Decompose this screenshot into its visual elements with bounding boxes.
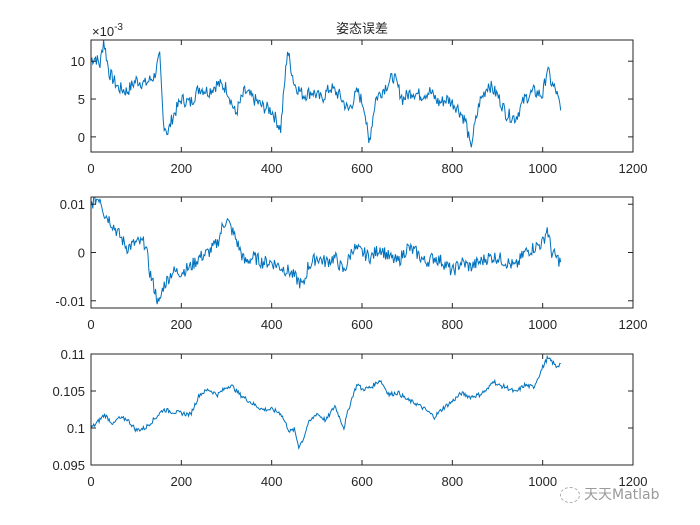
y-tick-label: 0	[78, 130, 85, 145]
subplot-1: 姿态误差 ×10-3 0 200 400 600 800 1000 1200 0 5 10	[71, 21, 648, 176]
data-line	[91, 40, 562, 148]
x-tick-label: 0	[87, 317, 94, 332]
axes-box	[90, 353, 634, 466]
plot-area-3: 0 200 400 600 800 1000 1200 0.095 0.1 0.105 0.11	[52, 347, 647, 489]
y-tick-label: 0.105	[52, 384, 85, 399]
y-tick-label: 0	[78, 246, 85, 261]
chart-title: 姿态误差	[336, 21, 388, 37]
x-tick-label: 1000	[528, 474, 557, 489]
x-tick-label: 200	[170, 161, 192, 176]
x-tick-label: 600	[351, 474, 373, 489]
y-tick-label: 10	[71, 54, 85, 69]
x-tick-label: 0	[87, 474, 94, 489]
y-tick-label: 0.095	[52, 458, 85, 473]
x-tick-label: 600	[351, 161, 373, 176]
x-tick-label: 1000	[528, 161, 557, 176]
x-tick-label: 400	[261, 474, 283, 489]
subplot-3: 0 200 400 600 800 1000 1200 0.095 0.1 0.105 0.11	[52, 347, 647, 489]
watermark: 天天Matlab	[560, 484, 660, 504]
x-tick-label: 800	[441, 317, 463, 332]
x-tick-label: 0	[87, 161, 94, 176]
plot-area-1: 0 200 400 600 800 1000 1200 0 5 10	[71, 39, 648, 176]
x-tick-label: 400	[261, 317, 283, 332]
y-exponent-label: ×10-3	[92, 22, 123, 39]
x-tick-label: 1000	[528, 317, 557, 332]
x-tick-label: 400	[261, 161, 283, 176]
x-tick-label: 1200	[619, 474, 648, 489]
y-tick-label: 5	[78, 92, 85, 107]
y-tick-label: 0.1	[67, 421, 85, 436]
x-tick-label: 800	[441, 161, 463, 176]
x-tick-label: 600	[351, 317, 373, 332]
x-tick-label: 800	[441, 474, 463, 489]
wechat-icon	[560, 487, 580, 503]
y-tick-label: -0.01	[55, 294, 85, 309]
data-line	[91, 354, 561, 450]
x-tick-label: 200	[170, 317, 192, 332]
watermark-text: 天天Matlab	[584, 487, 660, 503]
y-tick-label: 0.01	[60, 197, 85, 212]
axes-box	[90, 39, 634, 153]
x-tick-label: 1200	[619, 161, 648, 176]
x-tick-label: 200	[170, 474, 192, 489]
data-line	[91, 197, 562, 305]
x-tick-label: 1200	[619, 317, 648, 332]
y-tick-label: 0.11	[61, 347, 85, 362]
